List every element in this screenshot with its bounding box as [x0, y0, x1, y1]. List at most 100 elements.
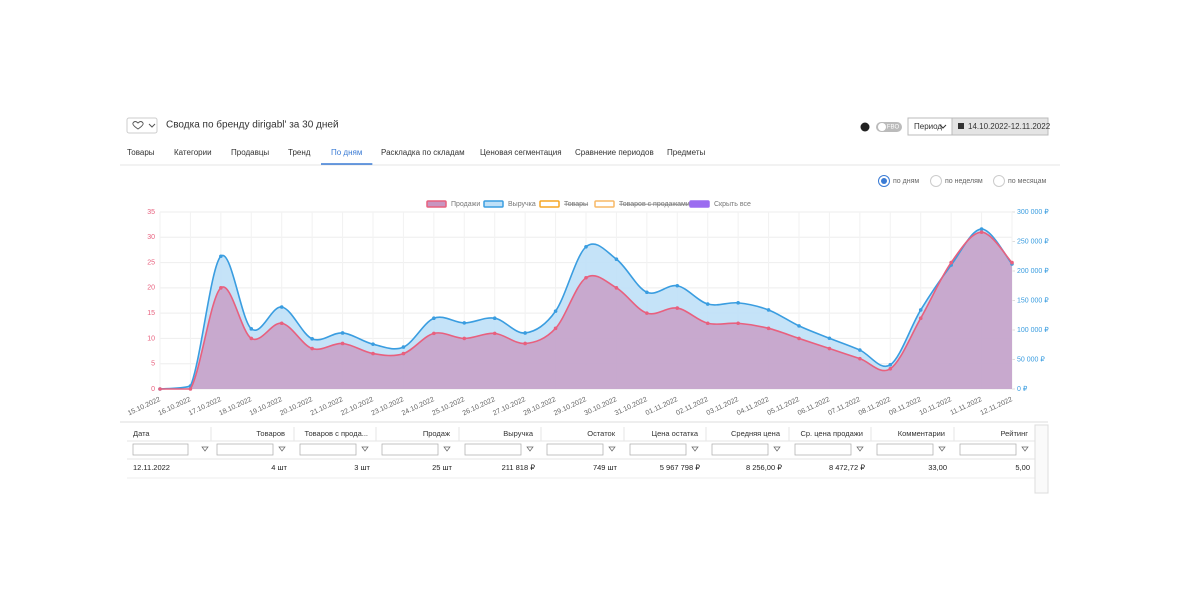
tab[interactable]: Раскладка по складам — [381, 148, 465, 157]
tab[interactable]: Предметы — [667, 148, 705, 157]
point — [736, 301, 740, 305]
x-tick-label: 26.10.2022 — [462, 396, 497, 417]
tab[interactable]: Продавцы — [231, 148, 269, 157]
filter-input[interactable] — [464, 443, 522, 456]
y-tick-label: 25 — [147, 259, 155, 266]
filter-icon[interactable] — [608, 446, 616, 452]
y-tick-label: 35 — [147, 209, 155, 216]
table-cell: 749 шт — [593, 463, 618, 472]
date-range-button[interactable] — [951, 117, 1049, 136]
filter-input[interactable] — [216, 443, 274, 456]
y2-tick-label: 0 ₽ — [1017, 385, 1028, 393]
point — [888, 366, 893, 371]
point — [918, 316, 923, 321]
y-tick-label: 10 — [147, 335, 155, 342]
table-cell: 8 472,72 ₽ — [829, 463, 865, 472]
x-tick-label: 25.10.2022 — [431, 396, 466, 417]
x-tick-label: 29.10.2022 — [553, 396, 588, 417]
point — [979, 230, 984, 235]
tab[interactable]: Товары — [127, 148, 155, 157]
y2-tick-label: 50 000 ₽ — [1017, 355, 1045, 363]
legend-swatch[interactable] — [539, 200, 560, 208]
legend-label[interactable]: Товаров с продажами — [619, 201, 690, 208]
filter-icon[interactable] — [691, 446, 699, 452]
table-cell: 5,00 — [1015, 463, 1030, 472]
filter-icon[interactable] — [526, 446, 534, 452]
point — [797, 324, 801, 328]
radio[interactable] — [993, 175, 1005, 187]
filter-input[interactable] — [381, 443, 439, 456]
filter-icon[interactable] — [938, 446, 946, 452]
filter-input[interactable] — [711, 443, 769, 456]
point — [249, 336, 254, 341]
legend-swatch[interactable] — [483, 200, 504, 208]
filter-icon[interactable] — [201, 446, 209, 452]
legend-label[interactable]: Выручка — [508, 201, 536, 208]
point — [645, 290, 649, 295]
tab[interactable]: По дням — [331, 148, 362, 157]
point — [340, 341, 345, 346]
filter-input[interactable] — [629, 443, 687, 456]
legend-label[interactable]: Продажи — [451, 201, 480, 208]
y2-tick-label: 250 000 ₽ — [1017, 237, 1049, 245]
radio-label: по неделям — [945, 178, 983, 185]
y-tick-label: 0 — [151, 386, 155, 393]
table-cell: 3 шт — [354, 463, 370, 472]
point — [1010, 260, 1014, 265]
filter-icon[interactable] — [1021, 446, 1029, 452]
columns-panel[interactable] — [1034, 424, 1049, 494]
filter-icon[interactable] — [856, 446, 864, 452]
filter-icon[interactable] — [443, 446, 451, 452]
point — [553, 309, 558, 313]
radio[interactable] — [930, 175, 942, 187]
point — [827, 336, 832, 341]
legend-label[interactable]: Товары — [564, 201, 588, 208]
dropdown-icon — [148, 123, 156, 128]
point — [949, 260, 953, 265]
legend-swatch[interactable] — [426, 200, 447, 208]
period-label: Период — [914, 122, 942, 131]
point — [462, 321, 467, 325]
point — [371, 342, 375, 346]
dropdown-icon — [939, 124, 947, 129]
filter-icon[interactable] — [773, 446, 781, 452]
x-tick-label: 06.11.2022 — [797, 396, 831, 417]
filter-input[interactable] — [299, 443, 357, 456]
column-header: Средняя цена — [731, 429, 781, 438]
point — [432, 316, 436, 321]
point — [705, 321, 710, 326]
x-tick-label: 08.11.2022 — [858, 396, 892, 417]
filter-input[interactable] — [876, 443, 934, 456]
radio-label: по дням — [893, 178, 919, 185]
tab[interactable]: Ценовая сегментация — [480, 148, 562, 157]
legend-label[interactable]: Скрыть все — [714, 201, 751, 208]
toggle-knob — [878, 123, 886, 131]
tab[interactable]: Категории — [174, 148, 212, 157]
filter-icon[interactable] — [361, 446, 369, 452]
y-tick-label: 15 — [147, 310, 155, 317]
point — [310, 346, 314, 351]
x-tick-label: 16.10.2022 — [157, 396, 192, 417]
info-icon[interactable] — [860, 122, 870, 132]
line — [160, 231, 1013, 390]
column-header: Комментарии — [898, 429, 945, 438]
filter-input[interactable] — [132, 443, 189, 456]
table-cell: 8 256,00 ₽ — [746, 463, 782, 472]
tab[interactable]: Сравнение периодов — [575, 148, 654, 157]
point — [918, 308, 923, 312]
point — [340, 331, 345, 335]
tab[interactable]: Тренд — [288, 148, 311, 157]
x-tick-label: 15.10.2022 — [127, 396, 162, 417]
filter-input[interactable] — [959, 443, 1017, 456]
point — [553, 326, 558, 331]
x-tick-label: 31.10.2022 — [614, 396, 649, 417]
filter-input[interactable] — [794, 443, 852, 456]
column-header: Продаж — [423, 429, 450, 438]
filter-icon[interactable] — [278, 446, 286, 452]
x-tick-label: 21.10.2022 — [309, 396, 344, 417]
legend-swatch[interactable] — [689, 200, 710, 208]
filter-input[interactable] — [546, 443, 604, 456]
x-tick-label: 23.10.2022 — [370, 396, 405, 417]
legend-swatch[interactable] — [594, 200, 615, 208]
